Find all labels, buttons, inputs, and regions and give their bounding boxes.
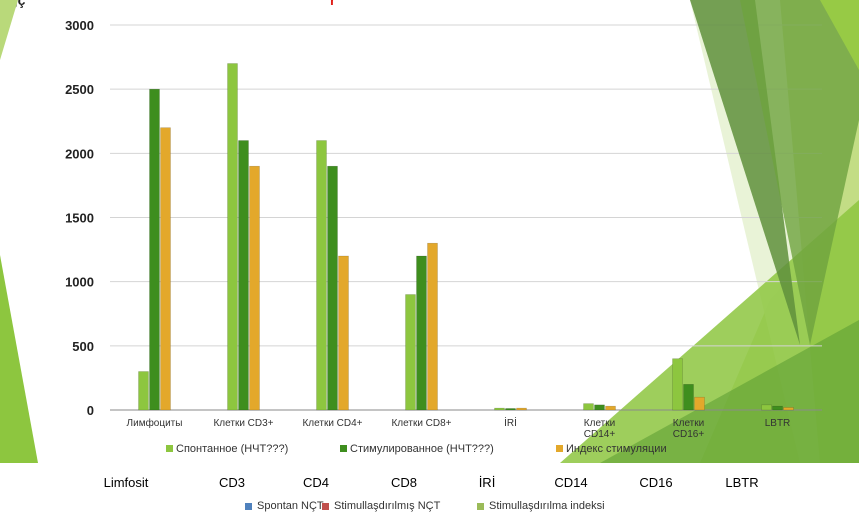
legend-label: Индекс стимуляции [566,443,667,455]
legend-swatch [340,445,347,452]
decor-green-shape [690,0,800,345]
x-tick-label: Клетки CD3+ [213,418,273,429]
footer-category-label: CD4 [302,475,330,490]
bar [772,405,783,411]
y-tick-label: 2000 [65,146,94,161]
legend-swatch [556,445,563,452]
footer-category-label: CD8 [390,475,418,490]
title-fragment-right: r [330,0,336,8]
footer-category-label: CD16 [639,475,673,490]
y-tick-label: 3000 [65,18,94,33]
legend: Спонтанное (НЧТ???) Стимулированное (НЧТ?… [166,443,667,455]
bar [683,384,694,411]
bar [694,396,705,411]
bar [316,140,327,411]
footer-legend-swatch [245,502,252,510]
x-tick-label-line: Клетки CD4+ [302,418,362,429]
decor-green-shape [0,0,18,60]
x-tick-label-line: İRİ [504,416,517,429]
footer-legend-label: Spontan NÇT [257,500,324,512]
x-tick-label-line: Клетки CD3+ [213,418,273,429]
x-tick-label-line: LBTR [765,418,791,429]
bar [338,255,349,411]
footer-category-label: İRİ [478,475,496,490]
decor-green-shape [600,320,859,463]
x-tick-label-line: Клетки [584,418,615,429]
y-tick-label: 1500 [65,211,94,226]
footer-legend-item: Stimullaşdırılma indeksi [477,500,605,512]
x-tick-label: İRİ [504,416,517,429]
x-tick-label-line: CD14+ [584,429,616,440]
legend-swatch [166,445,173,452]
decor-green-shape [0,255,38,463]
decor-green-shape [820,0,859,70]
x-tick-label: Лимфоциты [127,417,183,429]
bar [672,358,683,411]
footer-legend-item: Spontan NÇT [245,500,324,512]
bar [494,407,505,411]
bar [783,407,794,411]
legend-label: Стимулированное (НЧТ???) [350,443,494,455]
x-tick-label: Клетки CD14+ [584,418,616,440]
x-tick-label-line: Клетки [673,418,704,429]
y-tick-label: 1000 [65,275,94,290]
footer-legend-item: Stimullaşdırılmış NÇT [322,500,440,512]
bar [238,140,249,411]
footer-category-label: CD3 [218,475,246,490]
bar [427,242,438,411]
x-axis: Лимфоциты Клетки CD3+ Клетки CD4+ Клетки CD… [127,416,791,440]
x-tick-label-line: CD16+ [673,429,705,440]
bar [594,404,605,411]
bar [227,63,238,411]
bar [149,88,160,411]
y-tick-label: 500 [72,339,94,354]
footer-legend-swatch [477,502,484,510]
bars [138,63,794,411]
footer-legend-label: Stimullaşdırılmış NÇT [334,500,441,512]
footer-category-label: LBTR [725,475,759,490]
bar [160,127,171,411]
x-tick-label-line: Лимфоциты [127,417,183,429]
x-tick-label-line: Клетки CD8+ [391,418,451,429]
x-tick-label: Клетки CD4+ [302,418,362,429]
bar [405,294,416,411]
bar [505,408,516,411]
footer-legend-swatch [322,502,329,510]
bar [516,407,527,411]
footer-category-label: Limfosit [103,475,149,490]
x-tick-label: Клетки CD8+ [391,418,451,429]
footer-category-label: CD14 [554,475,588,490]
footer-legend-label: Stimullaşdırılma indeksi [489,500,605,512]
slide-axis-footer: Limfosit CD3 CD4 CD8 İRİ CD14 CD16 LBTR … [0,463,859,515]
bar [583,403,594,411]
y-tick-label: 2500 [65,82,94,97]
x-tick-label: Клетки CD16+ [673,418,705,440]
bar [416,255,427,411]
x-tick-label: LBTR [765,418,791,429]
y-axis: 0 500 1000 1500 2000 2500 3000 [65,18,94,418]
bar [249,165,260,411]
decor-foreground [690,0,859,345]
decor-green-shape [740,0,859,345]
bar [761,404,772,411]
bar [327,165,338,411]
y-tick-label: 0 [87,403,94,418]
bar [605,405,616,411]
bar [138,371,149,411]
legend-label: Спонтанное (НЧТ???) [176,443,288,455]
